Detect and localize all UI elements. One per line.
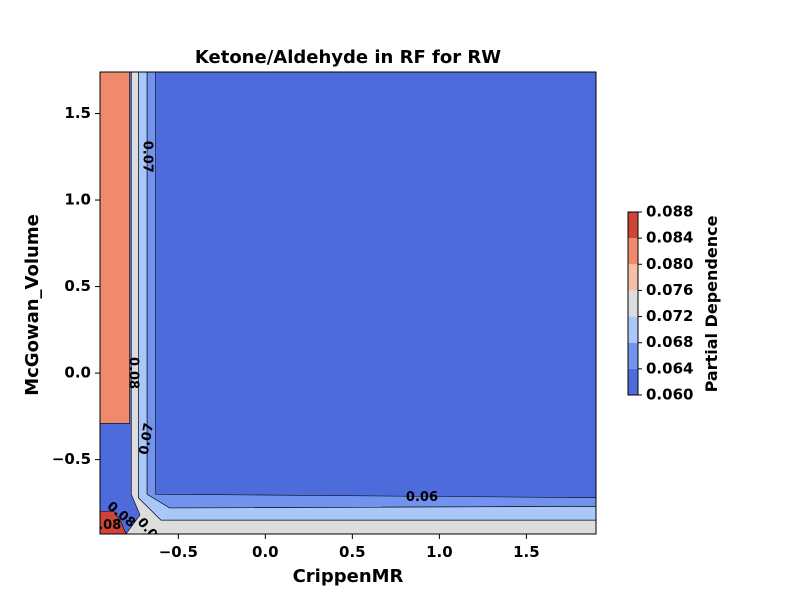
colorbar-label: Partial Dependence bbox=[702, 215, 721, 392]
contour-label: 0.07 bbox=[137, 422, 157, 456]
contour-fill-level-3 bbox=[125, 72, 596, 534]
contour-label: 0.08 bbox=[89, 518, 121, 533]
x-axis-label: CrippenMR bbox=[293, 566, 404, 587]
y-axis-label: McGowan_Volume bbox=[22, 214, 43, 396]
colorbar-frame bbox=[627, 211, 639, 396]
colorbar-swatch bbox=[628, 290, 638, 317]
contour-label: 0.06 bbox=[406, 490, 438, 505]
contour-fill-level-0 bbox=[100, 72, 596, 534]
plot-area bbox=[100, 72, 596, 534]
colorbar-tick-label: 0.076 bbox=[646, 281, 693, 299]
plot-frame bbox=[99, 71, 597, 535]
x-tick-label: 0.5 bbox=[339, 543, 366, 561]
colorbar-swatch bbox=[628, 368, 638, 395]
contour-label: 0.08 bbox=[126, 357, 141, 389]
chart-title: Ketone/Aldehyde in RF for RW bbox=[195, 47, 501, 68]
colorbar-swatch bbox=[628, 238, 638, 265]
colorbar-tick-label: 0.088 bbox=[646, 203, 693, 221]
x-tick-label: 1.5 bbox=[513, 543, 540, 561]
y-tick-label: 0.0 bbox=[64, 364, 91, 382]
x-axis: −0.5 0.0 0.5 1.0 1.5 bbox=[159, 534, 540, 561]
colorbar-tick-label: 0.068 bbox=[646, 333, 693, 351]
y-tick-label: 1.5 bbox=[64, 104, 91, 122]
colorbar-tick-label: 0.080 bbox=[646, 255, 693, 273]
colorbar-swatch bbox=[628, 342, 638, 369]
colorbar-swatch bbox=[628, 264, 638, 291]
colorbar-tick-label: 0.060 bbox=[646, 386, 693, 404]
colorbar-swatch bbox=[628, 212, 638, 239]
contour-fill-level-5 bbox=[100, 72, 130, 424]
x-tick-label: 1.0 bbox=[426, 543, 453, 561]
x-tick-label: −0.5 bbox=[159, 543, 198, 561]
y-tick-label: −0.5 bbox=[52, 450, 91, 468]
y-tick-label: 0.5 bbox=[64, 277, 91, 295]
y-axis: −0.5 0.0 0.5 1.0 1.5 bbox=[52, 104, 100, 468]
colorbar-swatch bbox=[628, 316, 638, 343]
x-tick-label: 0.0 bbox=[252, 543, 279, 561]
contour-label: 0.07 bbox=[139, 141, 154, 173]
colorbar-tick-label: 0.064 bbox=[646, 359, 693, 377]
colorbar-tick-label: 0.084 bbox=[646, 229, 693, 247]
colorbar: 0.060 0.064 0.068 0.072 0.076 0.080 0.084 0.088 bbox=[627, 203, 693, 404]
colorbar-tick-label: 0.072 bbox=[646, 307, 693, 325]
y-tick-label: 1.0 bbox=[64, 191, 91, 209]
contour-fill-level-6 bbox=[100, 511, 127, 534]
